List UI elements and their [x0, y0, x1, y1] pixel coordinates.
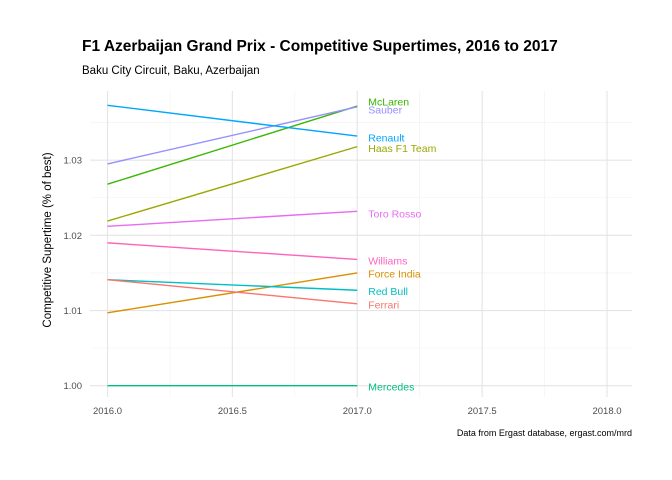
y-tick-label: 1.03: [64, 156, 83, 167]
chart-subtitle: Baku City Circuit, Baku, Azerbaijan: [82, 65, 260, 77]
y-axis-tick-labels: 1.00 1.01 1.02 1.03: [64, 156, 83, 393]
series-line-sauber: [107, 106, 358, 165]
major-gridlines: [90, 91, 632, 397]
y-tick-label: 1.01: [64, 306, 83, 317]
chart-caption: Data from Ergast database, ergast.com/mr…: [456, 428, 632, 438]
series-line-williams: [107, 242, 358, 261]
series-label-sauber: Sauber: [368, 105, 402, 117]
series-line-force-india: [107, 272, 358, 314]
series-lines: [107, 104, 358, 387]
chart-title: F1 Azerbaijan Grand Prix - Competitive S…: [82, 38, 558, 55]
series-label-haas-f1-team: Haas F1 Team: [368, 143, 436, 155]
series-label-mclaren: McLaren: [368, 96, 409, 108]
series-label-red-bull: Red Bull: [368, 286, 408, 298]
series-line-mclaren: [107, 105, 358, 185]
series-label-force-india: Force India: [368, 268, 421, 280]
series-label-mercedes: Mercedes: [368, 381, 414, 393]
series-label-ferrari: Ferrari: [368, 299, 399, 311]
series-label-renault: Renault: [368, 132, 404, 144]
x-tick-label: 2018.0: [592, 406, 621, 417]
series-line-haas-f1-team: [107, 145, 358, 222]
y-tick-label: 1.02: [64, 231, 83, 242]
series-label-toro-rosso: Toro Rosso: [368, 208, 421, 220]
x-tick-label: 2016.5: [218, 406, 247, 417]
series-line-toro-rosso: [107, 210, 358, 228]
minor-gridlines: [90, 91, 632, 397]
y-axis-title: Competitive Supertime (% of best): [42, 152, 54, 327]
series-line-ferrari: [107, 279, 358, 305]
x-tick-label: 2017.5: [468, 406, 497, 417]
x-axis-tick-labels: 2016.0 2016.5 2017.0 2017.5 2018.0: [93, 406, 622, 417]
x-tick-label: 2017.0: [343, 406, 372, 417]
x-tick-label: 2016.0: [93, 406, 122, 417]
series-line-renault: [107, 104, 358, 137]
series-line-red-bull: [107, 279, 358, 291]
y-tick-label: 1.00: [64, 381, 83, 392]
series-label-williams: Williams: [368, 256, 407, 268]
